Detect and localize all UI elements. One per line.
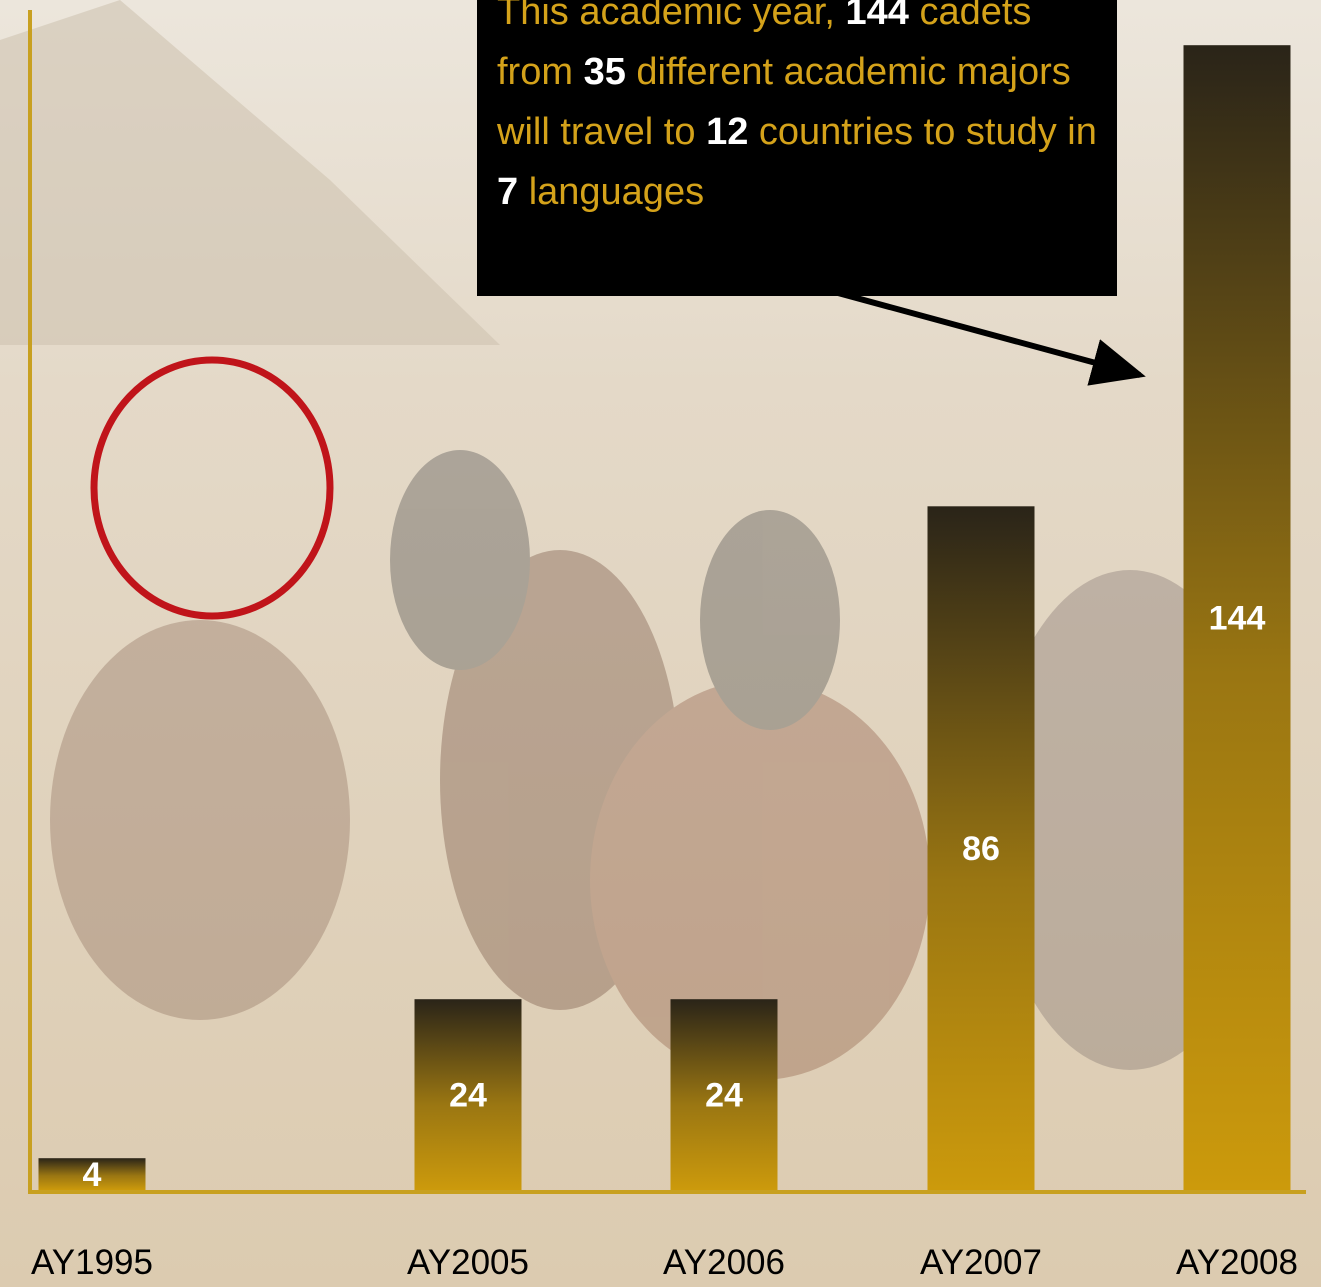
annotation-number: 12 bbox=[706, 111, 748, 153]
value-label: 144 bbox=[1209, 600, 1266, 638]
annotation-phrase: languages bbox=[518, 171, 704, 213]
annotation-phrase: This academic year, bbox=[497, 0, 845, 33]
value-label: 24 bbox=[705, 1077, 743, 1115]
annotation-box: This academic year, 144 cadets from 35 d… bbox=[477, 0, 1117, 296]
annotation-number: 7 bbox=[497, 171, 518, 213]
x-tick-label: AY2007 bbox=[920, 1243, 1042, 1282]
annotation-number: 144 bbox=[845, 0, 908, 33]
page: 4 AY1995 24 AY2005 24 AY2006 86 AY2007 144 AY2008… bbox=[0, 0, 1321, 1287]
x-tick-label: AY2006 bbox=[663, 1243, 785, 1282]
value-label: 86 bbox=[962, 830, 1000, 868]
annotation-phrase: countries to study in bbox=[748, 111, 1097, 153]
value-label: 4 bbox=[83, 1156, 102, 1194]
value-label: 24 bbox=[449, 1077, 487, 1115]
annotation-number: 35 bbox=[584, 51, 626, 93]
x-tick-label: AY2005 bbox=[407, 1243, 529, 1282]
x-tick-label: AY2008 bbox=[1176, 1243, 1298, 1282]
annotation-text: This academic year, 144 cadets from 35 d… bbox=[497, 0, 1097, 222]
x-tick-label: AY1995 bbox=[31, 1243, 153, 1282]
